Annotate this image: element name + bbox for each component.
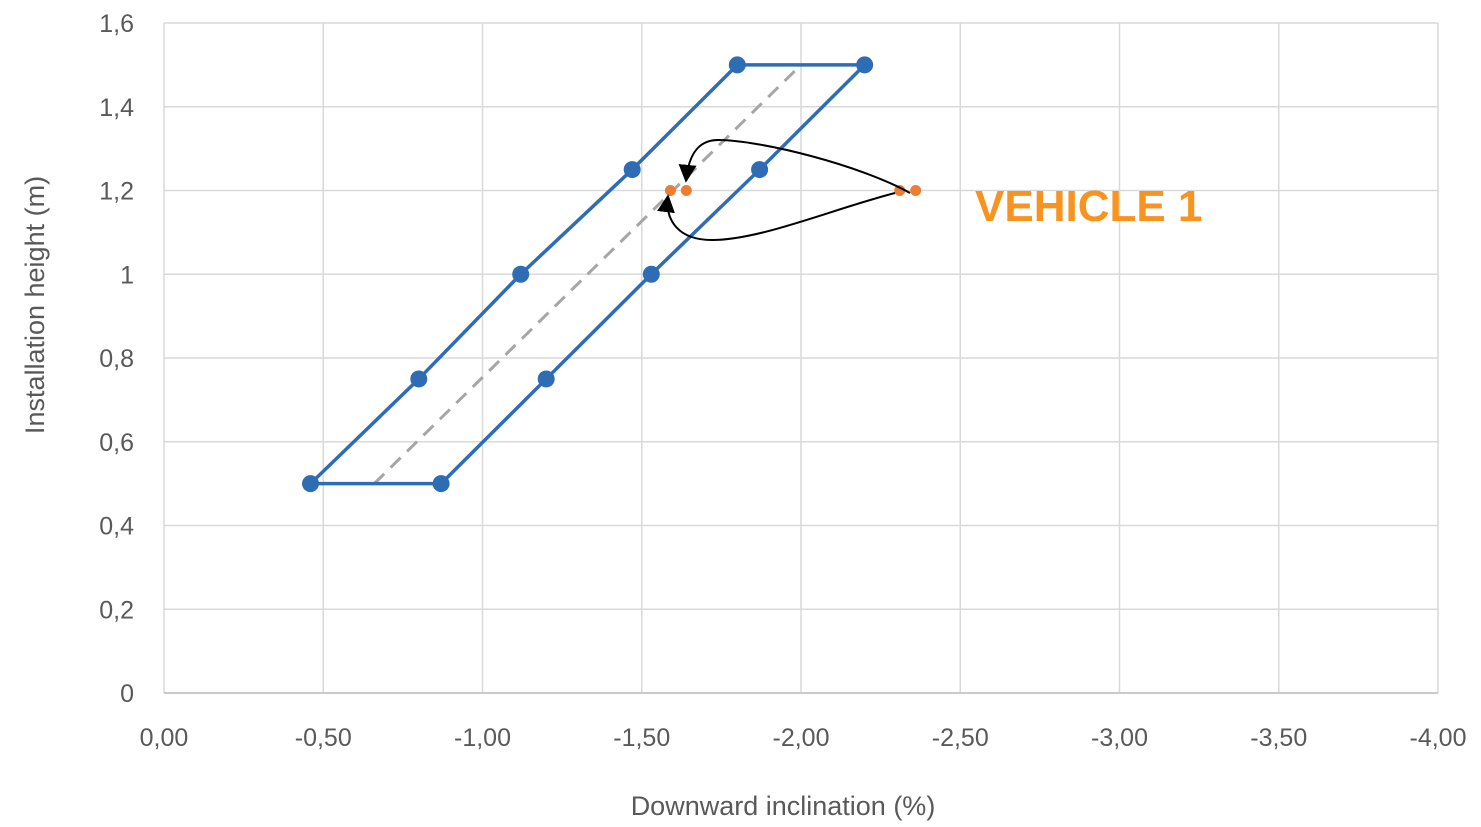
y-tick-label: 0	[120, 680, 134, 708]
centerline-dashed	[373, 63, 803, 485]
x-tick-label: -1,50	[613, 724, 670, 752]
x-axis-title: Downward inclination (%)	[631, 791, 936, 821]
annotation-vehicle-1: VEHICLE 1	[975, 182, 1202, 231]
envelope-point	[432, 475, 450, 493]
vehicle-point	[664, 185, 676, 196]
y-tick-label: 0,8	[99, 345, 134, 373]
envelope-point	[410, 370, 428, 388]
y-tick-label: 1,2	[99, 178, 134, 206]
envelope-point	[512, 265, 530, 283]
envelope-point	[537, 370, 555, 388]
annotation-arrows	[657, 138, 911, 242]
envelope-point	[856, 56, 874, 74]
y-tick-label: 1	[120, 261, 134, 289]
plot-area	[302, 56, 922, 493]
y-tick-label: 0,6	[99, 429, 134, 457]
vehicle-point	[894, 185, 906, 196]
envelope-point	[302, 475, 320, 493]
x-tick-label: -0,50	[295, 724, 352, 752]
y-tick-label: 1,6	[99, 10, 134, 38]
y-tick-label: 0,4	[99, 513, 134, 541]
vehicle-point	[680, 185, 692, 196]
x-tick-label: -4,00	[1410, 724, 1467, 752]
vehicle-point	[910, 185, 922, 196]
envelope-point	[642, 265, 660, 283]
envelope-point	[623, 161, 641, 179]
x-tick-label: -2,00	[773, 724, 830, 752]
y-tick-label: 1,4	[99, 94, 134, 122]
arrow-upper	[678, 138, 911, 194]
grid	[163, 22, 1439, 694]
x-tick-label: -3,50	[1250, 724, 1307, 752]
arrow-lower	[657, 192, 896, 242]
envelope-point	[728, 56, 746, 74]
y-axis-title: Installation height (m)	[20, 176, 50, 434]
x-tick-label: -3,00	[1091, 724, 1148, 752]
y-tick-label: 0,2	[99, 596, 134, 624]
axes: 0 0,2 0,4 0,6 0,8 1 1,2 1,4 1,6 0,00 -0,50 -1,00 -1,…	[99, 10, 1466, 752]
x-tick-label: 0,00	[140, 724, 189, 752]
x-tick-label: -1,00	[454, 724, 511, 752]
x-tick-label: -2,50	[932, 724, 989, 752]
envelope-point	[751, 161, 769, 179]
